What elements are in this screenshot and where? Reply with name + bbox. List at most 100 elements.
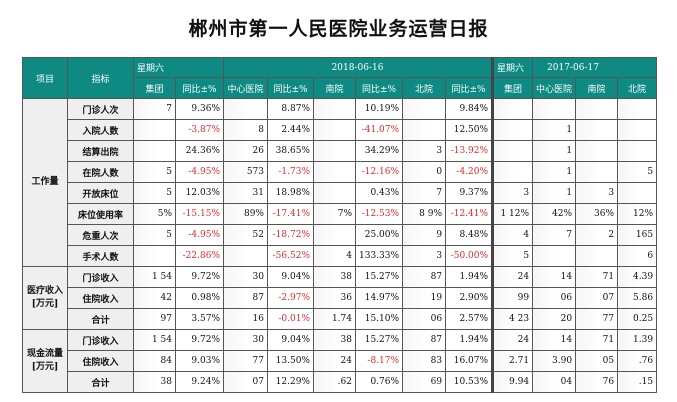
prev-year-cell: 1.39 xyxy=(617,329,658,351)
prev-year-cell: 5.86 xyxy=(617,287,658,309)
yoy-cell: -50.00% xyxy=(445,245,494,267)
indicator-label: 门诊人次 xyxy=(67,98,134,120)
value-cell xyxy=(313,140,356,162)
section-label: 现金流量 [万元] xyxy=(22,329,68,393)
value-cell: 573 xyxy=(223,161,268,183)
value-cell xyxy=(313,161,356,183)
table-row: 工作量 门诊人次 7 9.36% 8.87% 10.19% 9.84% xyxy=(22,98,658,267)
yoy-cell: -3.87% xyxy=(175,119,224,141)
yoy-cell: 9.03% xyxy=(175,350,224,372)
table-row: 医疗收入 [万元] 门诊收入 1 54 9.72% 30 9.04% 38 15.27% 87 1.… xyxy=(22,266,658,330)
prev-year-cell: 42% xyxy=(532,203,577,225)
prev-year-cell: 20 xyxy=(532,308,577,330)
header-row-dates: 项目 指标 星期六 2018-06-16 星期六 2017-06-17 xyxy=(22,57,658,99)
yoy-cell: -1.73% xyxy=(267,161,314,183)
yoy-cell: 10.53% xyxy=(445,371,494,393)
value-cell xyxy=(133,140,176,162)
col-header-project: 项目 xyxy=(22,57,68,99)
prev-year-cell: 0.25 xyxy=(617,308,658,330)
yoy-cell: -4.95% xyxy=(175,161,224,183)
indicator-label: 危重人次 xyxy=(67,224,134,246)
yoy-cell: -22.86% xyxy=(175,245,224,267)
value-cell: 38 xyxy=(133,371,176,393)
daily-report-table: 项目 指标 星期六 2018-06-16 星期六 2017-06-17 集团 同比… xyxy=(22,57,658,393)
yoy-cell: -13.92% xyxy=(445,140,494,162)
value-cell: 89% xyxy=(223,203,268,225)
prev-year-cell xyxy=(617,182,658,204)
section-label: 医疗收入 [万元] xyxy=(22,266,68,330)
value-cell: 5 xyxy=(133,161,176,183)
col-header-prev-year: 南院 xyxy=(575,77,619,99)
prev-year-cell: 06 xyxy=(532,287,577,309)
yoy-cell: 10.19% xyxy=(354,98,404,120)
yoy-cell: -17.41% xyxy=(267,203,314,225)
yoy-cell: 16.07% xyxy=(445,350,494,372)
yoy-cell: 15.27% xyxy=(354,266,404,288)
prev-year-cell: 3 xyxy=(491,182,534,204)
yoy-cell: 18.98% xyxy=(267,182,314,204)
prev-year-cell: 2.71 xyxy=(491,350,534,372)
prev-year-cell: 12% xyxy=(617,203,658,225)
value-cell: 5% xyxy=(133,203,176,225)
value-cell: 69 xyxy=(402,371,447,393)
value-cell xyxy=(313,98,356,120)
prev-year-cell: 6 xyxy=(617,245,658,267)
value-cell: 3 xyxy=(402,140,447,162)
prev-year-cell xyxy=(532,98,577,120)
value-cell: 4 xyxy=(313,245,356,267)
yoy-cell: 2.90% xyxy=(445,287,494,309)
prev-year-cell: 1 xyxy=(532,161,577,183)
prev-year-cell: 165 xyxy=(617,224,658,246)
report-title: 郴州市第一人民医院业务运营日报 xyxy=(188,18,489,40)
value-cell: 3 xyxy=(402,245,447,267)
indicator-label: 合计 xyxy=(67,308,134,330)
prev-year-cell xyxy=(617,119,658,141)
value-cell: 8 xyxy=(223,119,268,141)
value-cell: 1 54 xyxy=(133,266,176,288)
prev-year-cell: 5 xyxy=(617,161,658,183)
yoy-cell: 9.37% xyxy=(445,182,494,204)
indicator-label: 在院人数 xyxy=(67,161,134,183)
value-cell: 8 9% xyxy=(402,203,447,225)
value-cell: 7 xyxy=(133,98,176,120)
table-body: 项目 指标 星期六 2018-06-16 星期六 2017-06-17 集团 同比… xyxy=(22,57,658,393)
yoy-cell: -4.20% xyxy=(445,161,494,183)
yoy-cell: 12.29% xyxy=(267,371,314,393)
yoy-cell: 12.50% xyxy=(445,119,494,141)
value-cell xyxy=(402,98,447,120)
prev-year-cell xyxy=(491,119,534,141)
indicator-label: 手术人数 xyxy=(67,245,134,267)
yoy-cell: 9.84% xyxy=(445,98,494,120)
value-cell: 19 xyxy=(402,287,447,309)
value-cell xyxy=(313,119,356,141)
yoy-cell: 2.44% xyxy=(267,119,314,141)
yoy-cell: -15.15% xyxy=(175,203,224,225)
indicator-label: 床位使用率 xyxy=(67,203,134,225)
value-cell: 84 xyxy=(133,350,176,372)
prev-year-cell xyxy=(575,161,619,183)
value-cell: 5 xyxy=(133,224,176,246)
prev-year-cell: 07 xyxy=(575,287,619,309)
table-row: 结算出院 24.36% 26 38.65% 34.29% 3 -13.92% 1 xyxy=(23,140,658,162)
value-cell: 87 xyxy=(402,266,447,288)
prev-year-cell: 04 xyxy=(532,371,577,393)
prev-year-cell: 1 xyxy=(532,140,577,162)
value-cell: 7% xyxy=(313,203,356,225)
yoy-cell: 0.98% xyxy=(175,287,224,309)
table-row: 住院收入 42 0.98% 87 -2.97% 36 14.97% 19 2.90% 99 06 07… xyxy=(23,287,658,309)
value-cell: 16 xyxy=(223,308,268,330)
yoy-cell: 1.94% xyxy=(445,266,494,288)
col-header-prev-year: 北院 xyxy=(617,77,658,99)
yoy-cell: 9.72% xyxy=(175,329,224,351)
prev-year-cell xyxy=(617,98,658,120)
col-header-value: 中心医院 xyxy=(223,77,268,99)
day2-weekday: 星期六 xyxy=(491,57,534,78)
prev-year-cell: 1 12% xyxy=(491,203,534,225)
indicator-label: 门诊收入 xyxy=(67,266,134,288)
col-header-yoy: 同比±% xyxy=(445,77,494,99)
prev-year-cell xyxy=(575,140,619,162)
indicator-label: 门诊收入 xyxy=(67,329,134,351)
prev-year-cell: 77 xyxy=(575,308,619,330)
indicator-label: 开放床位 xyxy=(67,182,134,204)
value-cell: 9 xyxy=(402,224,447,246)
